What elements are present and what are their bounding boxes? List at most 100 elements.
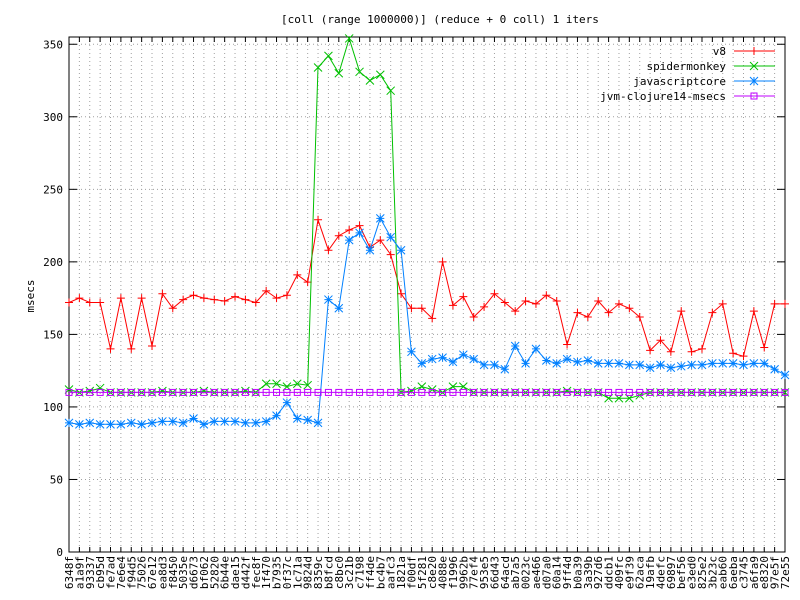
series-line	[68, 219, 785, 357]
data-point	[75, 388, 83, 396]
data-point	[562, 354, 572, 364]
x-tick-label: 6b44e	[219, 556, 232, 589]
x-tick-label: 52820	[208, 556, 221, 589]
x-tick-label: 1821a	[395, 556, 408, 589]
x-tick-label: d6673	[188, 556, 201, 589]
data-point	[428, 314, 437, 323]
data-point	[231, 388, 239, 396]
data-point	[241, 418, 250, 428]
data-point	[355, 67, 364, 77]
data-point	[261, 379, 271, 389]
data-point	[749, 307, 758, 316]
data-point	[708, 359, 717, 368]
data-point	[511, 307, 520, 316]
data-point	[220, 417, 230, 426]
data-point	[356, 388, 364, 396]
data-point	[65, 388, 73, 396]
x-tick-label: c8e20	[426, 556, 439, 589]
data-point	[375, 213, 385, 223]
data-point	[75, 419, 84, 429]
data-point	[376, 388, 384, 396]
data-point	[344, 34, 354, 43]
x-tick-label: bef56	[675, 556, 688, 589]
data-point	[86, 388, 94, 396]
data-point	[449, 388, 457, 396]
data-point	[85, 418, 95, 428]
data-point	[179, 388, 187, 396]
x-tick-label: 19afb	[644, 556, 657, 589]
data-point	[292, 414, 302, 423]
data-point	[375, 70, 385, 80]
data-point	[127, 344, 136, 353]
data-point	[501, 388, 509, 396]
x-tick-label: 75026	[136, 556, 149, 589]
data-point	[273, 388, 281, 396]
data-point	[531, 344, 541, 354]
data-point	[95, 419, 105, 429]
grid	[69, 37, 785, 552]
legend: v8 spidermonkey javascriptcore jvm-clojure1…	[600, 45, 775, 103]
data-point	[666, 363, 676, 373]
data-point	[594, 388, 602, 396]
x-tick-label: c7198	[354, 556, 367, 589]
data-point	[469, 312, 478, 321]
data-point	[428, 388, 436, 396]
data-point	[459, 292, 468, 301]
x-tick-label: 72e55	[779, 556, 792, 589]
data-point	[780, 370, 790, 380]
data-point	[397, 388, 405, 396]
data-point	[677, 307, 686, 316]
data-point	[573, 388, 581, 396]
data-point	[490, 360, 499, 370]
x-tick-label: b0a39	[571, 556, 584, 589]
x-tick-label: bc4b7	[374, 556, 387, 589]
data-point	[262, 388, 270, 396]
data-point	[221, 388, 229, 396]
data-point	[96, 388, 104, 396]
data-point	[645, 363, 655, 373]
x-tick-label: 9962b	[457, 556, 470, 589]
data-point	[522, 388, 530, 396]
data-point	[386, 232, 396, 242]
x-tick-label: f1996	[447, 556, 460, 589]
data-point	[75, 294, 84, 303]
y-tick-label: 350	[43, 38, 63, 51]
data-point	[178, 418, 188, 428]
data-point	[272, 379, 281, 389]
data-point	[656, 360, 665, 370]
data-point	[510, 341, 520, 351]
data-point	[760, 388, 768, 396]
data-point	[126, 418, 136, 428]
x-tick-label: 5035e	[177, 556, 190, 589]
data-point	[262, 286, 271, 295]
data-point	[303, 415, 313, 425]
data-point	[583, 312, 592, 321]
data-point	[625, 304, 634, 313]
x-tick-label: 0f37c	[281, 556, 294, 589]
data-point	[282, 291, 291, 300]
data-point	[210, 388, 218, 396]
data-point	[293, 270, 302, 279]
data-point	[749, 61, 759, 71]
data-point	[304, 388, 312, 396]
data-point	[355, 228, 364, 238]
data-point	[231, 292, 240, 301]
x-tick-label: c3745	[737, 556, 750, 589]
data-point	[604, 359, 613, 368]
data-point	[614, 299, 623, 308]
data-point	[386, 250, 395, 259]
x-tick-label: f00df	[405, 556, 418, 589]
data-point	[138, 388, 146, 396]
data-point	[614, 359, 624, 368]
data-point	[396, 245, 406, 255]
data-point	[490, 388, 498, 396]
data-point	[335, 388, 343, 396]
axes: 6348fa1a9f93337cb95dfe7ad7e6e4f94d575026…	[43, 36, 792, 589]
x-tick-label: 6aeba	[727, 556, 740, 589]
series-group	[64, 34, 790, 429]
data-point	[656, 336, 665, 345]
data-point	[158, 388, 166, 396]
x-tick-label: 1f470	[260, 556, 273, 589]
legend-label: javascriptcore	[633, 75, 726, 88]
